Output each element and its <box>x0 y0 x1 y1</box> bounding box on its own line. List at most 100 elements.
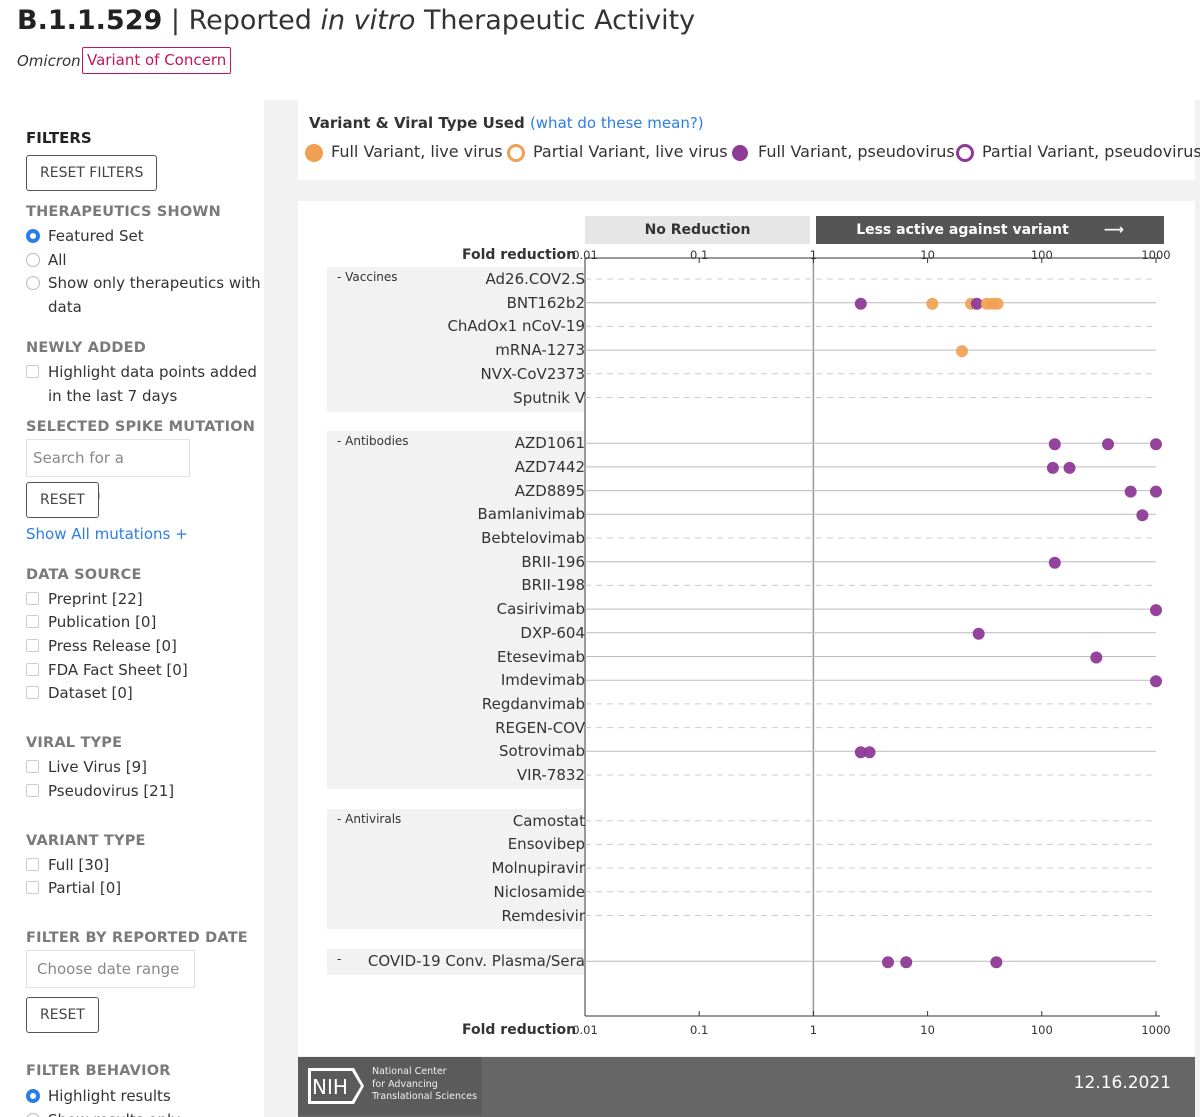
therapeutic-label: Remdesivir <box>501 906 585 925</box>
x-tick-label-bottom: 0.01 <box>572 1023 598 1037</box>
ncats-logo: NIH National Center for Advancing Transl… <box>298 1057 482 1115</box>
therapeutic-label: ChAdOx1 nCoV-19 <box>447 317 585 336</box>
therapeutic-label: Ad26.COV2.S <box>485 270 586 288</box>
data-point-pseudovirus <box>1102 438 1115 451</box>
data-point-pseudovirus <box>863 746 876 759</box>
variant-name: Omicron <box>17 52 81 70</box>
data-point-pseudovirus <box>881 956 894 969</box>
x-axis-label-top: Fold reduction <box>462 247 577 263</box>
checkbox-icon <box>26 760 39 773</box>
ncats-name: National Center for Advancing Translatio… <box>372 1066 478 1102</box>
checkbox-icon <box>26 663 39 676</box>
group-label: - Antibodies <box>337 434 409 449</box>
plot-area <box>584 257 1162 1017</box>
page-header: B.1.1.529 | Reported in vitro Therapeuti… <box>0 0 1200 100</box>
data-point-pseudovirus <box>1090 651 1103 664</box>
data-point-live-virus <box>926 297 939 310</box>
title-pre: Reported <box>188 5 312 36</box>
title-emphasis: in vitro <box>320 5 416 36</box>
checkbox-icon <box>26 686 39 699</box>
therapeutic-label: COVID-19 Conv. Plasma/Sera <box>367 952 585 971</box>
report-date: 12.16.2021 <box>1073 1073 1171 1093</box>
data-point-pseudovirus <box>1046 461 1059 474</box>
therapeutic-label: Imdevimab <box>500 671 585 690</box>
filters-heading: FILTERS <box>26 129 92 147</box>
arrow-right-icon: ⟶ <box>1103 222 1124 238</box>
reset-filters-button[interactable]: RESET FILTERS <box>26 155 158 191</box>
x-axis-label-bottom: Fold reduction <box>462 1022 577 1038</box>
therapeutic-label: Ensovibep <box>507 835 585 854</box>
data-point-pseudovirus <box>970 297 983 310</box>
data-point-live-virus <box>955 345 968 358</box>
help-link[interactable]: (what do these mean?) <box>529 114 704 132</box>
radio-selected-icon <box>26 1089 40 1103</box>
data-point-pseudovirus <box>854 297 867 310</box>
therapeutic-label: Bebtelovimab <box>481 529 585 547</box>
lineage-name: B.1.1.529 <box>17 5 163 36</box>
therapeutic-label: AZD1061 <box>514 434 585 453</box>
filled-circle-icon <box>305 144 323 162</box>
therapeutic-label: Camostat <box>512 811 585 830</box>
show-all-mutations-link[interactable]: Show All mutations + <box>26 525 188 543</box>
therapeutic-label: NVX-CoV2373 <box>480 364 585 383</box>
mutation-search-input[interactable]: Search for a mutation <box>26 439 190 503</box>
legend-panel: Variant & Viral Type Used (what do these… <box>298 100 1200 180</box>
data-point-pseudovirus <box>1150 438 1162 451</box>
data-point-pseudovirus <box>990 956 1003 969</box>
x-tick-label-top: 100 <box>1030 248 1053 262</box>
filter-behavior-label: FILTER BEHAVIOR <box>26 1063 171 1079</box>
reset-date-button[interactable]: RESET <box>26 997 99 1033</box>
checkbox-icon <box>26 858 39 871</box>
data-point-pseudovirus <box>900 956 913 969</box>
group-label: - Vaccines <box>337 270 398 284</box>
therapeutic-label: Casirivimab <box>496 600 585 619</box>
legend-title: Variant & Viral Type Used (what do these… <box>309 114 704 132</box>
data-point-pseudovirus <box>1150 675 1162 688</box>
checkbox-icon <box>26 615 39 628</box>
checkbox-icon <box>26 592 39 605</box>
x-tick-label-top: 1000 <box>1141 248 1171 262</box>
activity-chart: No Reduction Less active against variant… <box>298 201 1195 1056</box>
x-tick-label-top: 0.01 <box>572 248 598 262</box>
group-box <box>327 949 584 976</box>
therapeutic-label: BRII-198 <box>521 576 585 595</box>
therapeutics-shown-label: THERAPEUTICS SHOWN <box>26 204 221 220</box>
radio-selected-icon <box>26 229 40 243</box>
ring-circle-icon <box>956 144 974 162</box>
group-label: - Antivirals <box>337 811 402 826</box>
x-tick-label-bottom: 1 <box>809 1023 818 1037</box>
data-point-pseudovirus <box>1150 485 1162 498</box>
data-point-live-virus <box>991 297 1004 310</box>
data-point-pseudovirus <box>854 746 867 759</box>
therapeutic-label: REGEN-COV <box>495 718 585 737</box>
therapeutic-label: Niclosamide <box>493 882 585 901</box>
group-label: - <box>337 952 342 967</box>
therapeutic-label: Molnupiravir <box>491 859 585 878</box>
x-tick-label-bottom: 1000 <box>1141 1023 1171 1037</box>
group-box <box>327 267 584 412</box>
checkbox-icon <box>26 784 39 797</box>
therapeutic-label: VIR-7832 <box>516 766 585 784</box>
radio-icon <box>26 276 40 290</box>
newly-added-label: NEWLY ADDED <box>26 340 146 356</box>
therapeutic-label: AZD7442 <box>514 457 585 476</box>
spike-mutation-label: SELECTED SPIKE MUTATION <box>26 419 256 435</box>
page-title: B.1.1.529 | Reported in vitro Therapeuti… <box>17 5 695 36</box>
group-box <box>327 808 584 930</box>
date-range-input[interactable]: Choose date range <box>26 950 195 988</box>
data-point-pseudovirus <box>972 627 985 640</box>
svg-text:NIH: NIH <box>312 1075 348 1099</box>
x-tick-label-bottom: 10 <box>920 1023 935 1037</box>
therapeutic-label: mRNA-1273 <box>495 341 585 360</box>
less-active-band: Less active against variant ⟶ <box>816 216 1164 244</box>
page-footer: NIH National Center for Advancing Transl… <box>298 1057 1195 1117</box>
data-point-pseudovirus <box>1124 485 1137 498</box>
title-separator: | <box>170 5 180 36</box>
reset-mutation-button[interactable]: RESET <box>26 482 99 518</box>
therapeutic-label: BRII-196 <box>521 552 585 571</box>
radio-icon <box>26 1113 40 1117</box>
data-source-label: DATA SOURCE <box>26 567 142 583</box>
therapeutic-label: Etesevimab <box>496 647 585 666</box>
data-point-pseudovirus <box>1048 438 1061 451</box>
x-tick-label-top: 10 <box>920 248 935 262</box>
